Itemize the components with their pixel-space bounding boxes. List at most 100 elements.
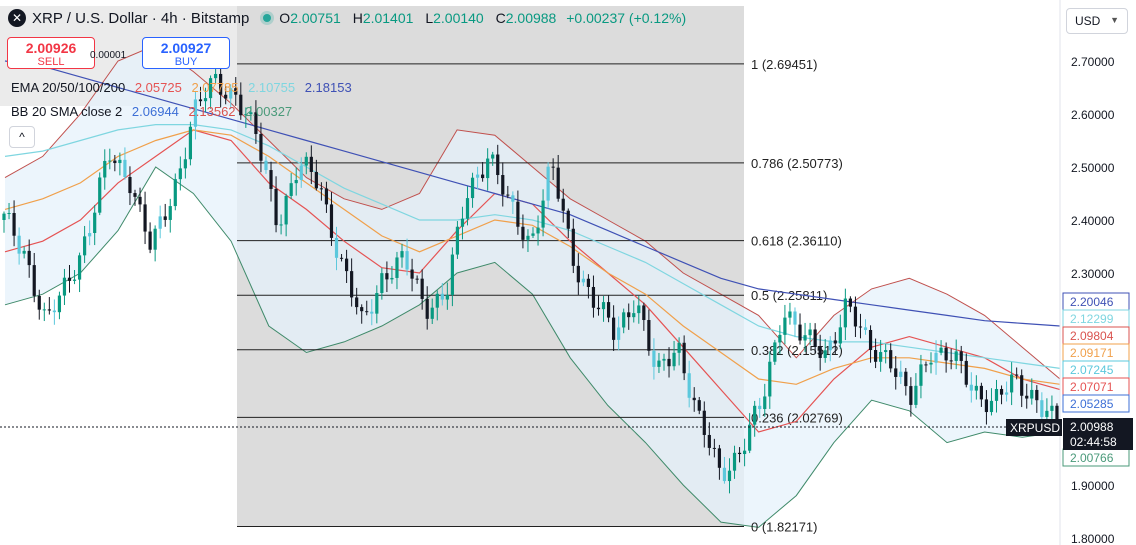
bollinger-band-fill bbox=[5, 45, 1060, 528]
candle-body bbox=[304, 156, 308, 166]
bb-legend[interactable]: BB 20 SMA close 2 2.06944 2.13562 2.0032… bbox=[11, 104, 298, 119]
candle-body bbox=[617, 327, 621, 340]
candle-body bbox=[329, 204, 334, 238]
candle-body bbox=[123, 159, 127, 178]
candle-body bbox=[506, 194, 510, 196]
collapse-legend-button[interactable]: ^ bbox=[9, 126, 35, 148]
candle-body bbox=[400, 251, 404, 258]
candle-body bbox=[672, 352, 676, 367]
candle-body bbox=[52, 310, 56, 313]
open-key: O bbox=[279, 10, 291, 26]
ema-label: EMA 20/50/100/200 bbox=[11, 80, 126, 95]
candle-body bbox=[465, 198, 470, 219]
fib-level-label-6: 0 (1.82171) bbox=[751, 519, 818, 534]
symbol-title[interactable]: XRP / U.S. Dollar · 4h · Bitstamp bbox=[32, 9, 250, 27]
candle-body bbox=[198, 99, 203, 102]
candle-body bbox=[1010, 374, 1014, 393]
candle-body bbox=[526, 235, 530, 240]
price-tag-2: 2.09804 bbox=[1070, 329, 1114, 343]
candle-body bbox=[27, 250, 31, 266]
price-tag-0: 2.20046 bbox=[1070, 295, 1114, 309]
candle-body bbox=[642, 305, 646, 321]
candle-body bbox=[606, 302, 611, 318]
candle-body bbox=[108, 160, 112, 162]
candle-body bbox=[1025, 395, 1029, 399]
candle-body bbox=[435, 293, 439, 308]
sell-label: SELL bbox=[37, 56, 65, 68]
bb-lower-value: 2.00327 bbox=[245, 104, 293, 119]
ema50-line bbox=[4, 129, 1061, 385]
candle-body bbox=[773, 342, 777, 362]
candle-body bbox=[964, 360, 968, 385]
candle-body bbox=[612, 317, 616, 340]
candle-body bbox=[249, 112, 253, 115]
candle-body bbox=[994, 388, 999, 401]
last-price-value: 2.00988 bbox=[1070, 420, 1114, 434]
candle-body bbox=[375, 292, 379, 314]
candle-body bbox=[551, 166, 555, 168]
candle-body bbox=[173, 179, 177, 207]
candle-body bbox=[884, 350, 888, 353]
ema-legend[interactable]: EMA 20/50/100/200 2.05725 2.07785 2.1075… bbox=[11, 80, 358, 95]
candle-body bbox=[415, 278, 419, 280]
candle-body bbox=[788, 311, 792, 318]
candle-body bbox=[128, 177, 132, 194]
candle-body bbox=[934, 352, 938, 363]
sell-button[interactable]: 2.00926 SELL bbox=[7, 37, 95, 69]
market-open-icon bbox=[263, 14, 272, 22]
currency-value: USD bbox=[1075, 14, 1101, 28]
candle-body bbox=[758, 405, 762, 410]
candle-body bbox=[103, 160, 107, 178]
y-tick-label-4: 2.30000 bbox=[1071, 267, 1115, 281]
candle-body bbox=[214, 73, 218, 79]
candle-body bbox=[203, 98, 208, 102]
chevron-down-icon: ▼ bbox=[1110, 15, 1119, 25]
candle-body bbox=[224, 94, 228, 99]
candle-body bbox=[743, 450, 747, 455]
candle-body bbox=[954, 351, 958, 361]
candle-body bbox=[62, 277, 67, 296]
candle-body bbox=[168, 206, 172, 220]
y-tick-label-3: 2.40000 bbox=[1071, 214, 1115, 228]
candle-body bbox=[899, 371, 903, 377]
candle-body bbox=[1015, 374, 1019, 376]
candle-body bbox=[511, 195, 515, 202]
candle-body bbox=[57, 295, 62, 313]
buy-button[interactable]: 2.00927 BUY bbox=[142, 37, 230, 69]
ohlc-values: O2.00751 H2.01401 L2.00140 C2.00988 +0.0… bbox=[279, 10, 686, 26]
candle-body bbox=[410, 269, 414, 279]
candle-body bbox=[158, 216, 162, 229]
candle-body bbox=[914, 385, 918, 405]
candle-body bbox=[350, 271, 354, 298]
candle-body bbox=[319, 188, 323, 190]
fib-level-label-0: 1 (2.69451) bbox=[751, 57, 818, 72]
close-value: 2.00988 bbox=[505, 10, 557, 26]
buy-label: BUY bbox=[174, 56, 198, 68]
candle-body bbox=[823, 350, 827, 358]
last-price-countdown: 02:44:58 bbox=[1070, 435, 1117, 449]
candle-body bbox=[546, 166, 550, 201]
candle-body bbox=[2, 213, 6, 220]
bb-basis-value: 2.06944 bbox=[131, 104, 179, 119]
close-key: C bbox=[495, 10, 506, 26]
ema50-value: 2.07785 bbox=[191, 80, 239, 95]
candle-body bbox=[314, 171, 318, 189]
candle-body bbox=[496, 154, 500, 176]
candle-body bbox=[657, 360, 661, 367]
candle-body bbox=[571, 228, 575, 266]
candle-body bbox=[541, 200, 545, 228]
candle-body bbox=[208, 78, 213, 99]
currency-select[interactable]: USD ▼ bbox=[1066, 8, 1128, 34]
candle-body bbox=[873, 350, 878, 362]
candle-body bbox=[753, 405, 757, 425]
candle-body bbox=[32, 265, 36, 296]
candle-body bbox=[853, 306, 858, 327]
candle-body bbox=[183, 159, 187, 169]
candle-body bbox=[12, 213, 16, 236]
candle-body bbox=[1004, 392, 1009, 395]
candle-body bbox=[732, 452, 737, 471]
candle-body bbox=[42, 309, 46, 311]
candle-body bbox=[879, 352, 883, 362]
candle-body bbox=[486, 158, 490, 179]
